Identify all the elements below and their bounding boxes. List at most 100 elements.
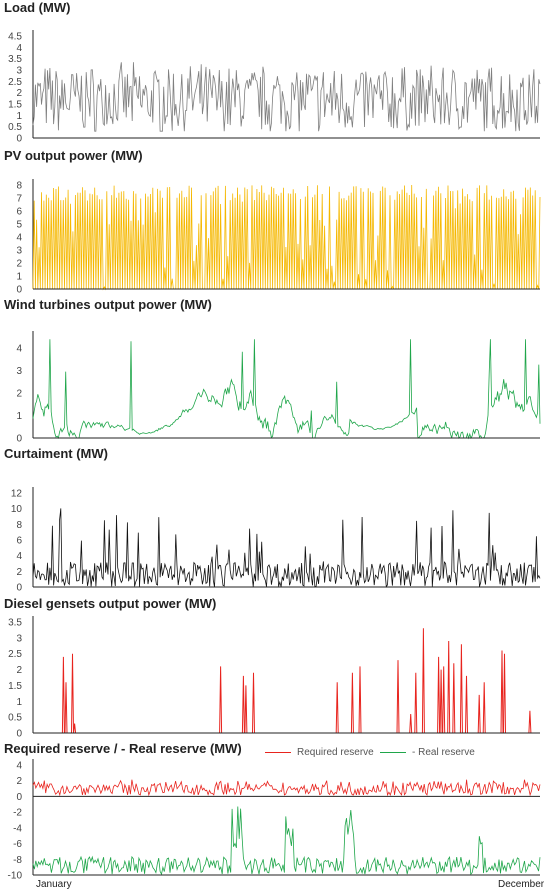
y-tick-label: -6 [13, 839, 22, 850]
chart-title: Wind turbines output power (MW) [4, 297, 212, 312]
event-spike [358, 666, 362, 734]
pv-panel: PV output power (MW) 0 1 2 3 4 5 6 7 8 [0, 148, 550, 298]
series-line [32, 806, 541, 876]
y-tick-label: 8 [16, 181, 22, 192]
legend-required: Required reserve [265, 747, 374, 758]
wind-chart: 0 1 2 3 4 [16, 331, 541, 445]
chart-title: Required reserve / - Real reserve (MW) [4, 741, 242, 756]
y-tick-label: 2.5 [8, 649, 22, 660]
y-tick-label: 4 [16, 551, 22, 562]
y-tick-label: 3 [16, 366, 22, 377]
series-line [32, 339, 541, 440]
y-tick-label: 4 [16, 344, 22, 355]
y-tick-label: -10 [8, 871, 23, 882]
event-spike [219, 666, 223, 734]
pv-chart: 0 1 2 3 4 5 6 7 8 [16, 179, 541, 296]
event-spike [64, 682, 68, 734]
event-spike [244, 685, 248, 734]
chart-title: Diesel gensets output power (MW) [4, 596, 217, 611]
event-spike [396, 660, 400, 734]
chart-title: Load (MW) [4, 0, 71, 15]
y-tick-label: -4 [13, 823, 22, 834]
y-tick-label: 10 [11, 504, 23, 515]
series-line [32, 779, 541, 797]
curtailment-chart: 0 2 4 6 8 10 12 [11, 487, 541, 594]
load-panel: Load (MW) 0 0.5 1 1.5 2 2.5 3 3.5 4 4.5 [0, 0, 550, 150]
y-tick-label: 3 [16, 66, 22, 77]
y-tick-label: 2 [16, 88, 22, 99]
y-tick-label: 2 [16, 389, 22, 400]
event-spike [439, 669, 443, 734]
y-tick-label: 2 [16, 665, 22, 676]
event-spike [477, 694, 481, 734]
y-tick-label: 1 [16, 272, 22, 283]
curtailment-panel: Curtaiment (MW) 0 2 4 6 8 10 12 [0, 446, 550, 596]
chart-title: Curtaiment (MW) [4, 446, 108, 461]
diesel-chart: 0 0.5 1 1.5 2 2.5 3 3.5 [8, 616, 540, 740]
y-tick-label: 1 [16, 411, 22, 422]
event-spike [414, 672, 418, 734]
y-tick-label: 1.5 [8, 681, 22, 692]
wind-panel: Wind turbines output power (MW) 0 1 2 3 4 [0, 297, 550, 447]
y-tick-label: 2 [16, 776, 22, 787]
y-tick-label: 5 [16, 220, 22, 231]
x-label-end: December [498, 879, 545, 890]
y-tick-label: 3 [16, 633, 22, 644]
series-line [32, 184, 541, 291]
y-tick-label: 12 [11, 489, 23, 500]
event-spike [73, 723, 77, 734]
event-spike [503, 653, 506, 734]
y-tick-label: 3.5 [8, 54, 22, 65]
y-tick-label: -8 [13, 855, 22, 866]
event-spike [437, 656, 441, 734]
event-spike [482, 682, 486, 734]
event-spike [452, 663, 456, 734]
y-tick-label: 0 [16, 434, 22, 445]
event-spike [71, 653, 74, 734]
y-tick-label: 3 [16, 246, 22, 257]
y-tick-label: 4 [16, 43, 22, 54]
y-tick-label: 6 [16, 207, 22, 218]
y-tick-label: 0 [16, 285, 22, 296]
series-line [32, 62, 541, 132]
reserve-panel: Required reserve / - Real reserve (MW) -… [0, 741, 550, 891]
event-spike [500, 650, 504, 734]
y-tick-label: 4 [16, 761, 22, 772]
y-tick-label: 3.5 [8, 618, 22, 629]
event-spike [465, 675, 468, 734]
event-spike [421, 628, 425, 734]
event-spike [241, 675, 245, 734]
event-spike [335, 682, 339, 734]
legend-swatch-green [380, 751, 406, 753]
y-tick-label: 1.5 [8, 100, 22, 111]
y-tick-label: 1 [16, 697, 22, 708]
y-tick-label: 0.5 [8, 122, 22, 133]
load-chart: 00.511.522.533.544.5 [8, 30, 541, 145]
event-spike [459, 644, 463, 734]
event-spike [447, 640, 451, 734]
series-line [32, 508, 541, 588]
y-tick-label: 0.5 [8, 713, 22, 724]
y-tick-label: 4 [16, 233, 22, 244]
x-label-start: January [36, 879, 72, 890]
y-tick-label: 8 [16, 520, 22, 531]
legend-real: - Real reserve [380, 747, 475, 758]
event-spike [528, 710, 532, 734]
legend-label: Required reserve [297, 747, 374, 758]
chart-title: PV output power (MW) [4, 148, 143, 163]
event-spike [61, 656, 65, 734]
y-tick-label: 2.5 [8, 77, 22, 88]
event-spike [350, 672, 354, 734]
y-tick-label: 1 [16, 111, 22, 122]
legend-swatch-red [265, 751, 291, 753]
y-tick-label: 6 [16, 536, 22, 547]
legend-label: - Real reserve [412, 747, 475, 758]
reserve-chart: -10 -8 -6 -4 -2 0 2 4 [8, 759, 541, 882]
y-tick-label: 0 [16, 583, 22, 594]
diesel-panel: Diesel gensets output power (MW) 0 0.5 1 1.… [0, 596, 550, 746]
event-spike [409, 713, 413, 734]
event-spike [442, 666, 446, 734]
y-tick-label: 2 [16, 567, 22, 578]
y-tick-label: -2 [13, 808, 22, 819]
